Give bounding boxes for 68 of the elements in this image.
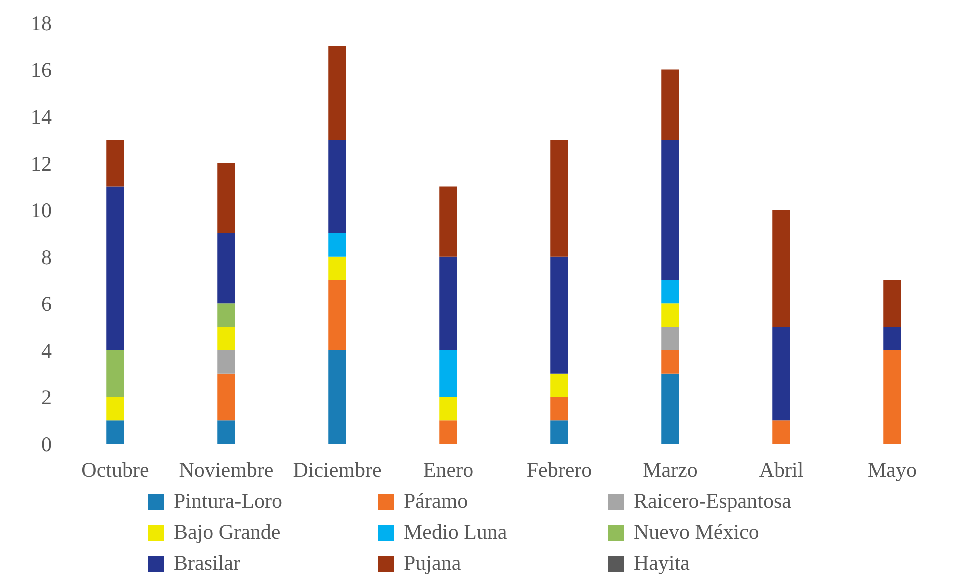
x-tick-label: Enero — [423, 458, 474, 482]
bar — [662, 327, 680, 350]
bar — [218, 234, 236, 304]
bar — [218, 304, 236, 328]
bar — [106, 350, 124, 398]
y-tick-label: 16 — [31, 58, 52, 82]
bar — [440, 420, 458, 444]
bar — [106, 186, 124, 350]
bar — [884, 327, 902, 350]
bar — [440, 350, 458, 398]
legend-label: Pujana — [404, 551, 462, 576]
bar — [662, 280, 680, 304]
y-tick-label: 6 — [42, 292, 52, 316]
bar — [328, 350, 346, 444]
bar — [550, 397, 568, 421]
legend-label: Bajo Grande — [174, 520, 281, 545]
legend-label: Páramo — [404, 489, 468, 514]
y-tick-label: 8 — [42, 245, 52, 270]
bar — [440, 186, 458, 257]
x-tick-label: Noviembre — [179, 458, 274, 482]
y-tick-label: 14 — [31, 105, 52, 130]
bar — [772, 420, 790, 444]
y-tick-label: 12 — [31, 152, 52, 176]
x-tick-label: Marzo — [643, 458, 698, 482]
bar — [662, 350, 680, 374]
bar — [662, 374, 680, 444]
bar — [550, 420, 568, 444]
y-tick-label: 18 — [31, 11, 52, 36]
bar — [218, 420, 236, 444]
bar — [218, 374, 236, 421]
bar — [440, 256, 458, 350]
y-tick-label: 10 — [31, 198, 52, 223]
y-tick-label: 2 — [42, 386, 52, 410]
bar — [328, 256, 346, 280]
bar — [106, 420, 124, 444]
bar — [106, 140, 124, 187]
x-tick-label: Octubre — [82, 458, 150, 482]
bar — [662, 304, 680, 328]
x-tick-label: Mayo — [868, 458, 917, 482]
bar — [328, 46, 346, 140]
bar — [662, 140, 680, 280]
bar — [550, 140, 568, 257]
x-tick-label: Diciembre — [293, 458, 382, 482]
legend-label: Pintura-Loro — [174, 489, 282, 514]
bar — [218, 327, 236, 350]
bar — [328, 234, 346, 257]
legend-label: Raicero-Espantosa — [634, 489, 792, 514]
bar — [328, 140, 346, 234]
bar — [106, 397, 124, 421]
bar — [328, 280, 346, 350]
bar — [662, 70, 680, 140]
legend-label: Medio Luna — [404, 520, 508, 545]
bar — [772, 327, 790, 421]
bar — [884, 280, 902, 328]
y-tick-label: 4 — [42, 338, 52, 363]
bar — [550, 374, 568, 398]
bar — [884, 350, 902, 444]
bar — [440, 397, 458, 421]
legend-label: Hayita — [634, 551, 690, 576]
y-tick-label: 0 — [42, 432, 52, 456]
x-tick-label: Febrero — [526, 458, 592, 482]
bar — [218, 163, 236, 234]
bar — [772, 210, 790, 328]
legend-label: Brasilar — [174, 551, 240, 576]
bar — [550, 256, 568, 374]
legend-label: Nuevo México — [634, 520, 760, 545]
bar — [218, 350, 236, 374]
x-tick-label: Abril — [759, 458, 804, 482]
